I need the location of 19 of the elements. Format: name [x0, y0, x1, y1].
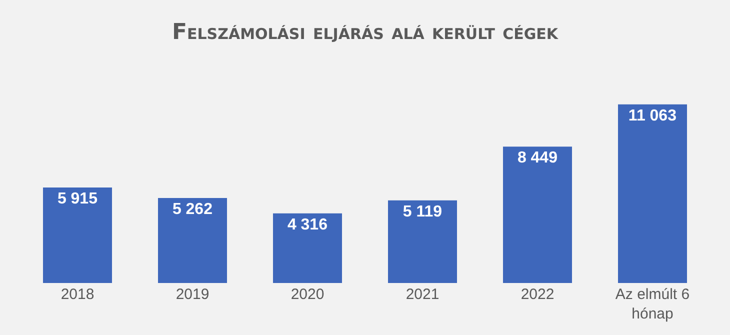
- bar: [618, 104, 687, 283]
- x-tick-label: Az elmúlt 6 hónap: [615, 286, 690, 322]
- data-label: 4 316: [287, 216, 328, 234]
- x-tick-label: 2022: [520, 286, 554, 303]
- data-label: 5 262: [172, 201, 213, 218]
- data-label: 5 915: [57, 190, 98, 208]
- bar: [158, 198, 227, 283]
- data-label: 8 449: [517, 150, 558, 167]
- x-tick-label: 2020: [290, 286, 324, 303]
- x-tick-label: 2019: [176, 286, 210, 303]
- bar: [503, 146, 572, 283]
- bar: [43, 188, 112, 283]
- data-label: 11 063: [628, 107, 677, 124]
- chart-title: Felszámolási eljárás alá került cégek: [172, 20, 560, 45]
- x-tick-label: 2021: [406, 286, 440, 303]
- bar: [273, 213, 342, 283]
- bar: [388, 200, 457, 283]
- x-tick-label: 2018: [60, 286, 94, 303]
- data-label: 5 119: [402, 203, 442, 220]
